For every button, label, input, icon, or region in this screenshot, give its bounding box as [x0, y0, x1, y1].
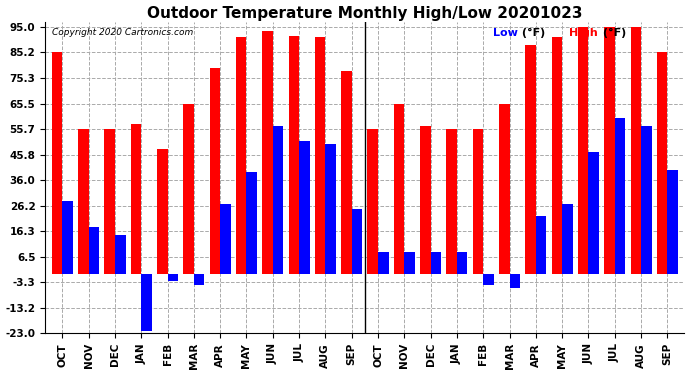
Text: (°F): (°F) [599, 28, 626, 38]
Bar [499, 104, 509, 274]
Bar [473, 129, 483, 274]
Bar [378, 252, 388, 274]
Bar [352, 209, 362, 274]
Bar [141, 274, 152, 331]
Bar [551, 37, 562, 274]
Bar [604, 27, 615, 274]
Bar [589, 152, 599, 274]
Bar [194, 274, 204, 285]
Bar [562, 204, 573, 274]
Bar [299, 141, 310, 274]
Bar [236, 37, 246, 274]
Bar [262, 31, 273, 274]
Bar [246, 172, 257, 274]
Bar [578, 27, 589, 274]
Bar [483, 274, 494, 285]
Bar [273, 126, 284, 274]
Bar [115, 235, 126, 274]
Bar [446, 129, 457, 274]
Bar [657, 53, 667, 274]
Bar [168, 274, 178, 281]
Bar [326, 144, 336, 274]
Bar [341, 71, 352, 274]
Bar [525, 45, 536, 274]
Bar [157, 149, 168, 274]
Bar [615, 118, 625, 274]
Bar [288, 36, 299, 274]
Text: Low: Low [493, 28, 518, 38]
Bar [420, 126, 431, 274]
Bar [52, 53, 62, 274]
Bar [184, 104, 194, 274]
Bar [667, 170, 678, 274]
Title: Outdoor Temperature Monthly High/Low 20201023: Outdoor Temperature Monthly High/Low 202… [147, 6, 582, 21]
Bar [431, 252, 441, 274]
Bar [631, 27, 641, 274]
Bar [62, 201, 73, 274]
Bar [394, 104, 404, 274]
Bar [404, 252, 415, 274]
Bar [78, 129, 89, 274]
Text: Copyright 2020 Cartronics.com: Copyright 2020 Cartronics.com [52, 28, 193, 37]
Bar [104, 129, 115, 274]
Bar [220, 204, 230, 274]
Bar [210, 69, 220, 274]
Bar [509, 274, 520, 288]
Bar [641, 126, 651, 274]
Bar [315, 37, 326, 274]
Bar [536, 216, 546, 274]
Bar [131, 124, 141, 274]
Text: (°F): (°F) [518, 28, 546, 38]
Text: High: High [569, 28, 598, 38]
Bar [368, 129, 378, 274]
Bar [457, 252, 467, 274]
Bar [89, 227, 99, 274]
